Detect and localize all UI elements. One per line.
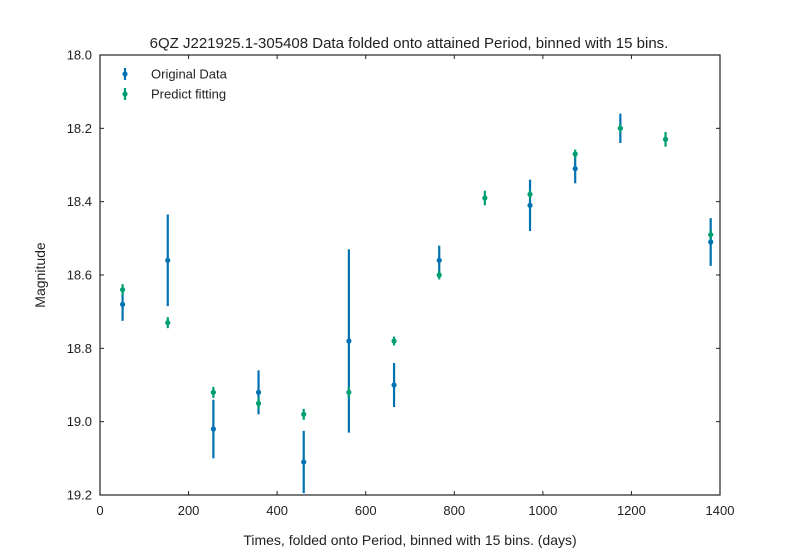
data-point [391,382,397,388]
data-point [301,459,307,465]
data-point [165,257,171,263]
x-tick-label: 1400 [706,503,735,518]
y-axis-ticks: 18.0 18.2 18.4 18.6 18.8 19.0 19.2 [67,48,720,503]
data-point [617,125,623,131]
data-point [436,272,442,278]
y-tick-label: 19.2 [67,488,92,503]
x-axis-label: Times, folded onto Period, binned with 1… [243,532,576,548]
y-tick-label: 18.2 [67,121,92,136]
data-point [301,411,307,417]
y-tick-label: 18.8 [67,341,92,356]
series-predict-fitting [119,123,714,420]
data-point [119,301,126,307]
x-axis-ticks: 0 200 400 600 800 1000 1200 1400 [96,55,734,518]
legend-label: Predict fitting [151,87,226,102]
y-tick-label: 18.0 [67,48,92,63]
x-tick-label: 1200 [617,503,646,518]
y-tick-label: 19.0 [67,414,92,429]
data-point [572,166,578,172]
chart-title: 6QZ J221925.1-305408 Data folded onto at… [150,35,669,52]
data-point [165,320,171,326]
data-point [482,195,488,201]
data-point [572,151,578,157]
y-axis-label: Magnitude [32,242,48,308]
data-point [527,202,533,208]
series-original-data [119,113,714,494]
data-point [210,389,216,395]
data-point [119,287,126,293]
x-tick-label: 400 [266,503,288,518]
data-point [255,389,262,395]
x-tick-label: 200 [178,503,200,518]
legend: Original Data Predict fitting [122,67,228,102]
data-point [527,191,533,197]
series-layer [119,113,714,494]
data-point [436,257,442,263]
data-point [708,232,714,238]
legend-marker [122,71,128,77]
data-point [255,400,262,406]
data-point [391,338,397,344]
x-tick-label: 1000 [528,503,557,518]
data-point [346,338,352,344]
x-tick-label: 600 [355,503,377,518]
data-point [662,136,669,142]
x-tick-label: 0 [96,503,103,518]
legend-marker [122,91,128,97]
data-point [346,389,352,395]
y-tick-label: 18.4 [67,194,92,209]
x-tick-label: 800 [443,503,465,518]
plot-area-frame [99,54,721,496]
legend-label: Original Data [151,67,228,82]
data-point [708,239,714,245]
data-point [210,426,216,432]
y-tick-label: 18.6 [67,268,92,283]
